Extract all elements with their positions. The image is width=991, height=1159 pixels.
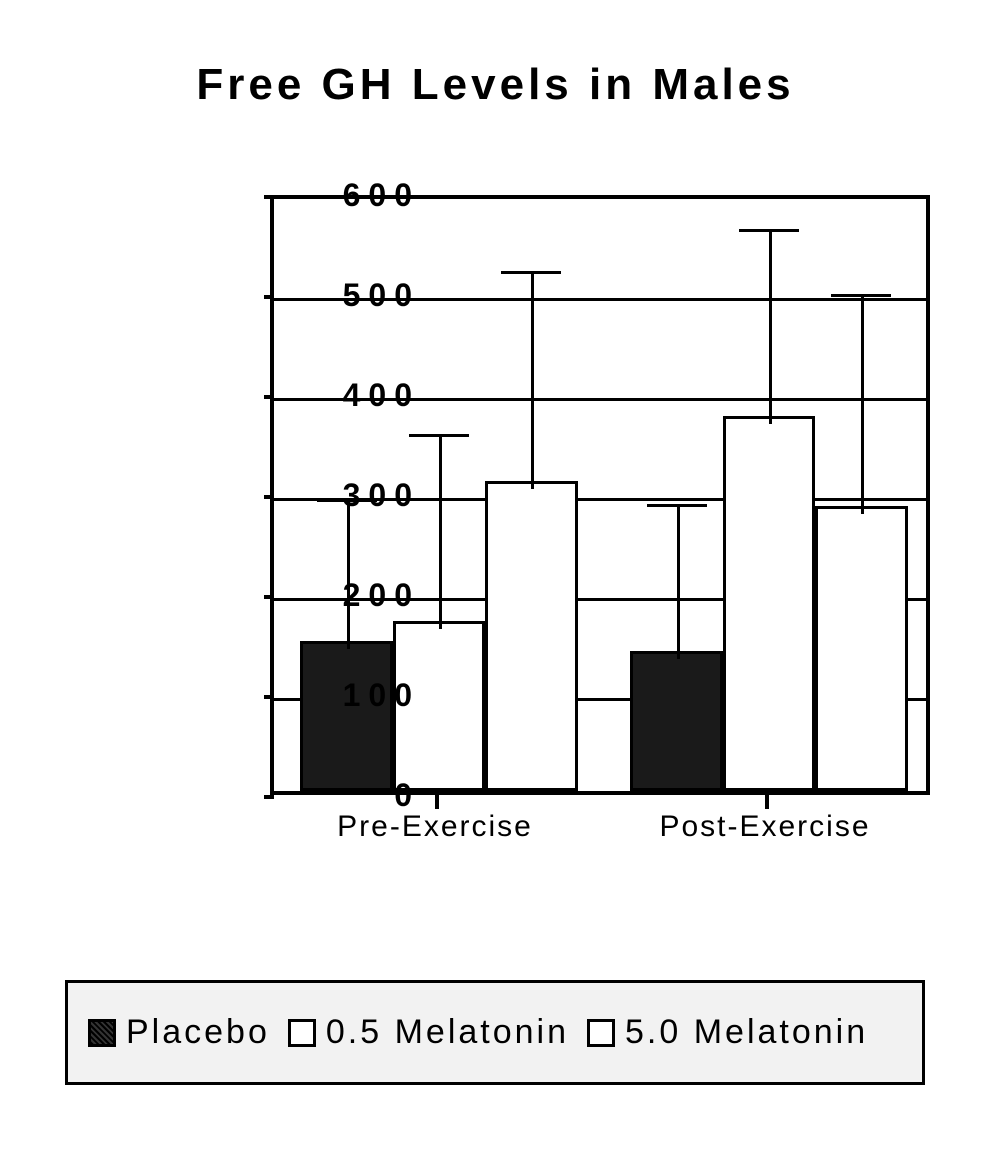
y-tick-label: 300 bbox=[300, 477, 420, 514]
legend-swatch-filled-icon bbox=[88, 1019, 116, 1047]
y-tick-mark bbox=[264, 395, 274, 399]
plot-wrap: 0100200300400500600 Pre-ExercisePost-Exe… bbox=[140, 195, 960, 875]
error-bar-cap bbox=[647, 504, 707, 507]
y-tick-label: 600 bbox=[300, 177, 420, 214]
legend-item-05-melatonin: 0.5 Melatonin bbox=[288, 1013, 569, 1052]
bar bbox=[630, 651, 722, 791]
legend: Placebo 0.5 Melatonin 5.0 Melatonin bbox=[65, 980, 925, 1085]
y-tick-mark bbox=[264, 695, 274, 699]
error-bar bbox=[347, 499, 350, 649]
legend-label: Placebo bbox=[126, 1013, 270, 1052]
x-category-label: Post-Exercise bbox=[645, 810, 885, 844]
y-tick-label: 200 bbox=[300, 577, 420, 614]
error-bar bbox=[531, 271, 534, 489]
error-bar-cap bbox=[739, 229, 799, 232]
error-bar bbox=[861, 294, 864, 514]
error-bar bbox=[439, 434, 442, 629]
legend-item-placebo: Placebo bbox=[88, 1013, 270, 1052]
bar bbox=[723, 416, 815, 791]
y-tick-mark bbox=[264, 495, 274, 499]
x-tick-mark bbox=[765, 795, 769, 809]
y-tick-label: 100 bbox=[300, 677, 420, 714]
y-tick-label: 500 bbox=[300, 277, 420, 314]
y-tick-mark bbox=[264, 295, 274, 299]
chart-title: Free GH Levels in Males bbox=[0, 60, 991, 110]
x-tick-mark bbox=[435, 795, 439, 809]
y-tick-mark bbox=[264, 195, 274, 199]
bar bbox=[485, 481, 577, 791]
bar bbox=[815, 506, 907, 791]
error-bar bbox=[677, 504, 680, 659]
y-tick-label: 400 bbox=[300, 377, 420, 414]
y-tick-label: 0 bbox=[300, 777, 420, 814]
error-bar-cap bbox=[831, 294, 891, 297]
y-tick-mark bbox=[264, 595, 274, 599]
legend-item-50-melatonin: 5.0 Melatonin bbox=[587, 1013, 868, 1052]
error-bar-cap bbox=[409, 434, 469, 437]
legend-label: 5.0 Melatonin bbox=[625, 1013, 868, 1052]
chart-page: Free GH Levels in Males GH Baseline Subt… bbox=[0, 0, 991, 1159]
legend-swatch-empty-icon bbox=[587, 1019, 615, 1047]
bar bbox=[300, 641, 392, 791]
legend-label: 0.5 Melatonin bbox=[326, 1013, 569, 1052]
y-tick-mark bbox=[264, 795, 274, 799]
error-bar bbox=[769, 229, 772, 424]
x-category-label: Pre-Exercise bbox=[315, 810, 555, 844]
legend-swatch-empty-icon bbox=[288, 1019, 316, 1047]
error-bar-cap bbox=[501, 271, 561, 274]
